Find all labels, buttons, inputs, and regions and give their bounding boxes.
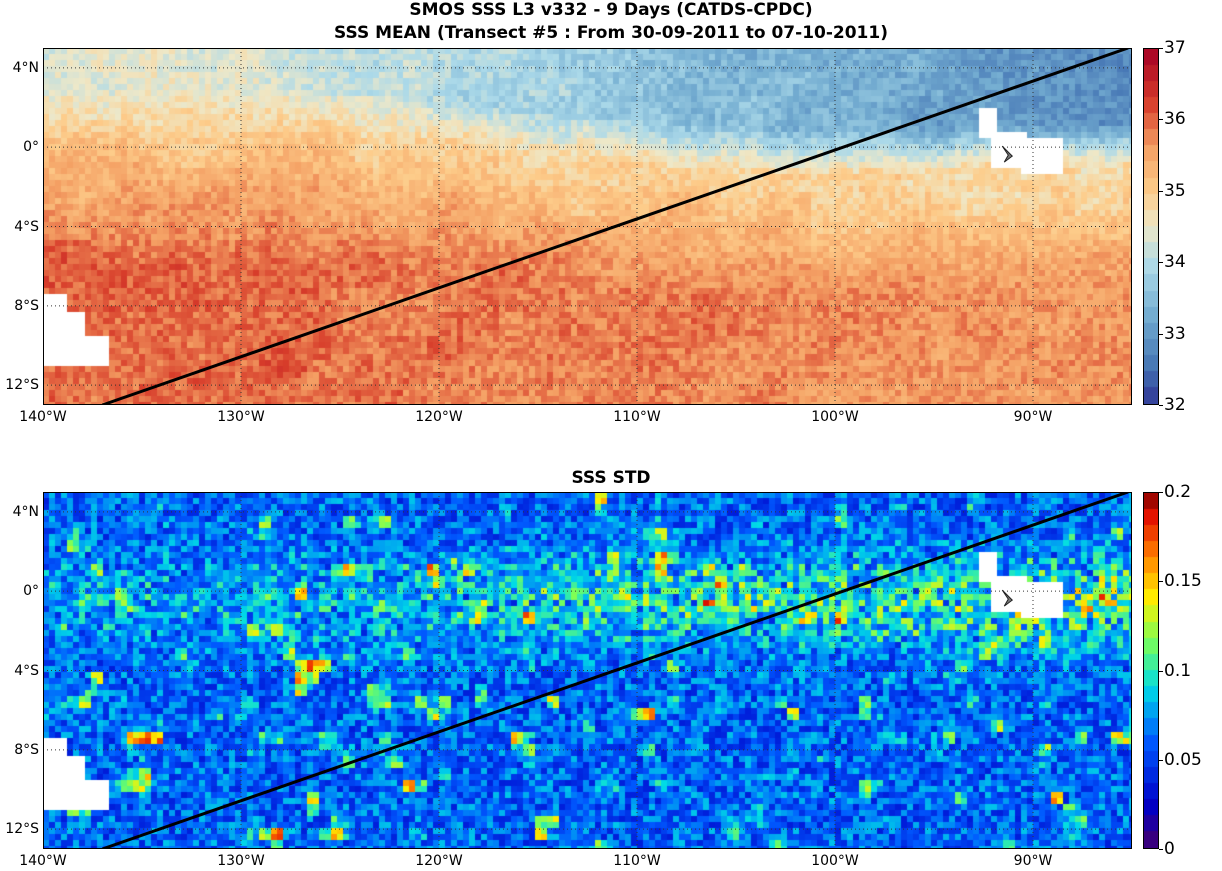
colorbar-tick (1159, 670, 1163, 672)
transect-line (101, 492, 1129, 849)
lat-tick-label: 8°S (14, 297, 39, 314)
colorbar-tick-label: 36 (1164, 109, 1186, 130)
figure-title-line1: SMOS SSS L3 v332 - 9 Days (CATDS-CPDC) (409, 0, 813, 20)
colorbar-tick-label: 33 (1164, 323, 1186, 344)
sss-std-map (43, 492, 1132, 849)
colorbar-tick-label: 0.15 (1164, 571, 1202, 592)
colorbar-tick-label: 0.2 (1164, 482, 1192, 502)
colorbar-tick (1159, 849, 1163, 850)
lon-tick-label: 130°W (217, 853, 265, 869)
lon-tick-label: 120°W (415, 409, 463, 425)
lon-tick-label: 100°W (811, 409, 859, 425)
colorbar-tick (1159, 333, 1163, 335)
lon-tick-label: 100°W (811, 853, 859, 869)
lon-tick-label: 90°W (1013, 853, 1053, 869)
lon-tick-label: 130°W (217, 409, 265, 425)
colorbar-tick-label: 35 (1164, 180, 1186, 201)
lat-tick-label: 0° (23, 139, 39, 156)
sss-std-colorbar (1143, 492, 1159, 849)
colorbar-tick (1159, 119, 1163, 121)
colorbar-tick (1159, 262, 1163, 264)
colorbar-tick-label: 0 (1164, 839, 1175, 859)
colorbar-tick (1159, 581, 1163, 583)
island-marker (1001, 145, 1014, 163)
lon-tick-label: 110°W (613, 409, 661, 425)
lat-tick-label: 4°S (14, 662, 39, 679)
lon-tick-label: 120°W (415, 853, 463, 869)
sss-mean-map (43, 48, 1132, 405)
colorbar-tick (1159, 48, 1163, 49)
colorbar-tick (1159, 759, 1163, 761)
colorbar-tick (1159, 405, 1163, 406)
colorbar-tick-label: 34 (1164, 252, 1186, 273)
sss-mean-colorbar (1143, 48, 1159, 405)
colorbar-tick-label: 0.1 (1164, 660, 1192, 681)
colorbar-tick (1159, 190, 1163, 192)
sss-std-overlay (43, 492, 1132, 849)
figure-title-line2: SSS MEAN (Transect #5 : From 30-09-2011 … (333, 23, 888, 43)
lat-tick-label: 8°S (14, 741, 39, 758)
lat-tick-label: 12°S (5, 821, 39, 838)
lon-tick-label: 140°W (19, 409, 67, 425)
colorbar-tick-label: 37 (1164, 38, 1186, 58)
lon-tick-label: 140°W (19, 853, 67, 869)
sss-std-title: SSS STD (571, 468, 651, 488)
lat-tick-label: 12°S (5, 377, 39, 394)
lon-tick-label: 110°W (613, 853, 661, 869)
lat-tick-label: 0° (23, 583, 39, 600)
colorbar-tick-label: 32 (1164, 395, 1186, 415)
lat-tick-label: 4°N (12, 59, 39, 76)
sss-mean-overlay (43, 48, 1132, 405)
lat-tick-label: 4°S (14, 218, 39, 235)
colorbar-tick-label: 0.05 (1164, 749, 1202, 770)
island-marker (1001, 589, 1014, 607)
colorbar-tick (1159, 492, 1163, 493)
lon-tick-label: 90°W (1013, 409, 1053, 425)
lat-tick-label: 4°N (12, 503, 39, 520)
transect-line (101, 48, 1129, 405)
